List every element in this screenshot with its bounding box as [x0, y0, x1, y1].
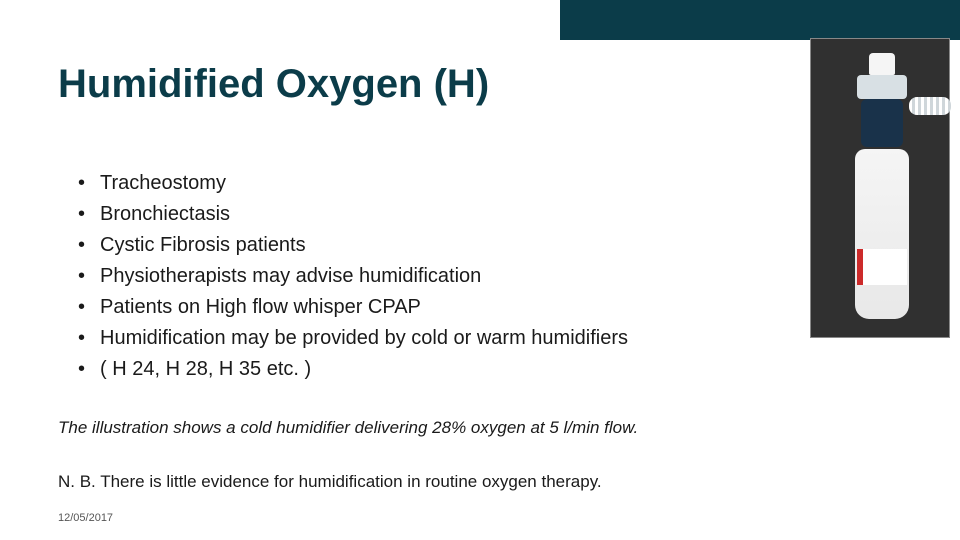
flow-dial-icon [857, 75, 907, 99]
bottle-cap-icon [861, 99, 903, 147]
list-item: Tracheostomy [78, 168, 628, 199]
list-item: Bronchiectasis [78, 199, 628, 230]
corner-banner [560, 0, 960, 40]
tube-icon [909, 97, 951, 115]
humidifier-photo [810, 38, 950, 338]
bottle-body-icon [855, 149, 909, 319]
illustration-caption: The illustration shows a cold humidifier… [58, 418, 638, 438]
slide-title: Humidified Oxygen (H) [58, 62, 489, 107]
list-item: Cystic Fibrosis patients [78, 230, 628, 261]
list-item: ( H 24, H 28, H 35 etc. ) [78, 354, 628, 385]
bottle-top-cap-icon [869, 53, 895, 75]
nb-note: N. B. There is little evidence for humid… [58, 472, 602, 492]
bullet-list: Tracheostomy Bronchiectasis Cystic Fibro… [78, 168, 628, 385]
slide-date: 12/05/2017 [58, 512, 113, 524]
slide: Humidified Oxygen (H) Tracheostomy Bronc… [0, 0, 960, 540]
list-item: Patients on High flow whisper CPAP [78, 292, 628, 323]
bottle-label-icon [857, 249, 907, 285]
list-item: Humidification may be provided by cold o… [78, 323, 628, 354]
list-item: Physiotherapists may advise humidificati… [78, 261, 628, 292]
